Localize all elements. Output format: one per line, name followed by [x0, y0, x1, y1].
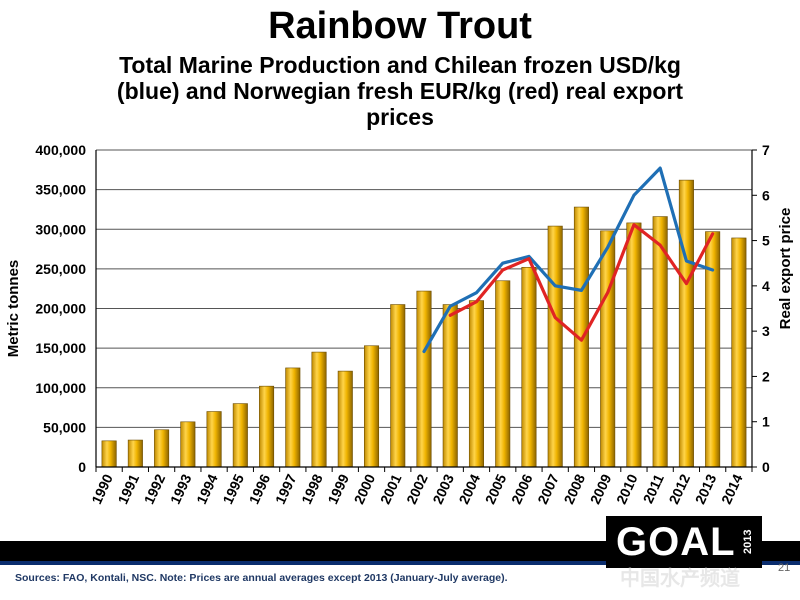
y2-tick-label: 2: [762, 368, 770, 384]
x-tick-label: 2010: [613, 471, 641, 506]
bar: [390, 304, 406, 468]
x-tick-label: 2006: [508, 471, 536, 506]
y-tick-label: 400,000: [35, 142, 86, 158]
bar: [127, 439, 143, 468]
x-tick-label: 1999: [324, 471, 352, 506]
y-tick-label: 250,000: [35, 261, 86, 277]
watermark: 中国水产频道: [620, 568, 740, 590]
y2-tick-label: 1: [762, 414, 770, 430]
x-tick-label: 2002: [403, 471, 431, 506]
x-tick-label: 1997: [272, 471, 300, 506]
slide-number: 21: [778, 562, 791, 574]
x-tick-label: 2008: [560, 471, 588, 506]
bar: [180, 421, 196, 468]
y-tick-label: 150,000: [35, 340, 86, 356]
production-price-chart: 0 50,000 100,000 150,000 200,000 250,000 300,0…: [5, 142, 794, 507]
chart-subtitle-line-1: Total Marine Production and Chilean froz…: [119, 52, 681, 78]
bar: [259, 385, 275, 468]
y2-axis-title: Real export price: [777, 208, 794, 330]
goal-logo: GOAL: [606, 516, 762, 568]
goal-logo-year: 2013: [742, 529, 754, 555]
x-tick-label: 1995: [219, 471, 247, 506]
bar: [206, 411, 222, 468]
bar: [626, 222, 642, 468]
x-tick-label: 2009: [587, 471, 615, 506]
y-tick-label: 50,000: [43, 419, 86, 435]
bar-series: [101, 179, 747, 468]
x-tick-label: 1994: [193, 471, 221, 506]
x-tick-label: 2000: [351, 471, 379, 506]
price-line-blue: [422, 166, 715, 354]
y2-tick-label: 4: [762, 278, 770, 294]
x-tick-label: 1991: [114, 471, 142, 506]
x-tick-label: 2003: [429, 471, 457, 506]
bar: [364, 345, 380, 468]
bar: [678, 179, 694, 468]
chart-title: Rainbow Trout: [268, 5, 532, 47]
y2-tick-label: 0: [762, 459, 770, 475]
footer-stripe: [0, 561, 800, 565]
y2-tick-label: 7: [762, 142, 770, 158]
price-line-red: [448, 223, 715, 342]
x-tick-label: 2014: [718, 471, 746, 506]
y2-tick-label: 3: [762, 323, 770, 339]
y-tick-label: 100,000: [35, 380, 86, 396]
bar: [442, 304, 458, 468]
y2-tick-label: 5: [762, 233, 770, 249]
x-tick-label: 1993: [167, 471, 195, 506]
x-tick-label: 2012: [665, 471, 693, 506]
bar: [154, 429, 170, 468]
x-tick-label: 1990: [88, 471, 116, 506]
x-tick-label: 2004: [456, 471, 484, 506]
bar: [468, 300, 484, 468]
bar: [521, 266, 537, 468]
x-tick-label: 2013: [692, 471, 720, 506]
x-tick-label: 1998: [298, 471, 326, 506]
chart-subtitle-line-3: prices: [366, 104, 434, 130]
y2-tick-label: 6: [762, 187, 770, 203]
x-tick-label: 1996: [246, 471, 274, 506]
bar: [232, 403, 248, 468]
sources-note: Sources: FAO, Kontali, NSC. Note: Prices…: [15, 572, 508, 584]
bar: [731, 237, 747, 468]
bar: [285, 367, 301, 468]
y-tick-label: 0: [78, 459, 86, 475]
bar: [547, 225, 563, 468]
axes: [95, 149, 757, 472]
footer-bar: [0, 541, 800, 561]
bar: [311, 351, 327, 468]
bar: [495, 280, 511, 468]
bar: [101, 440, 117, 468]
bar: [337, 370, 353, 468]
y-tick-label: 300,000: [35, 221, 86, 237]
bar: [416, 290, 432, 468]
x-tick-label: 2011: [640, 471, 667, 505]
x-tick-label: 2001: [377, 471, 405, 506]
x-tick-label: 2005: [482, 471, 510, 506]
x-tick-label: 1992: [141, 471, 169, 506]
y-tick-label: 350,000: [35, 182, 86, 198]
chart-subtitle-line-2: (blue) and Norwegian fresh EUR/kg (red) …: [116, 78, 684, 104]
goal-logo-text: GOAL: [616, 520, 736, 564]
x-tick-label: 2007: [534, 471, 562, 506]
bar: [600, 230, 616, 468]
price-lines: [422, 166, 715, 354]
y-tick-label: 200,000: [35, 301, 86, 317]
y-axis-title: Metric tonnes: [5, 260, 22, 358]
